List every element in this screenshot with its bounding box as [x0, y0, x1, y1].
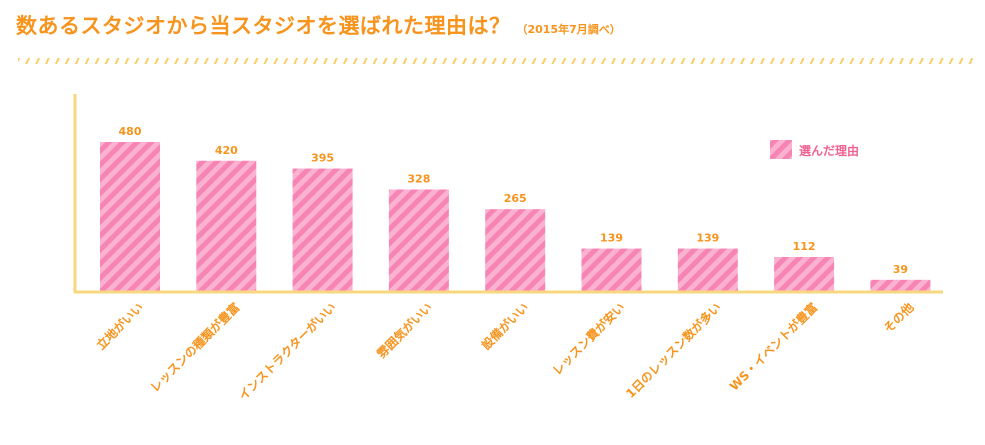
- data-label: 39: [893, 263, 908, 276]
- bar: [774, 257, 835, 292]
- data-label: 265: [504, 192, 527, 205]
- bar: [870, 279, 931, 292]
- bar: [100, 142, 160, 292]
- category-label: レッスンの種類が豊富: [147, 300, 242, 395]
- bars-group: [100, 142, 931, 292]
- category-label: 設備がいい: [478, 300, 531, 353]
- data-label: 139: [600, 232, 623, 245]
- chart-title: 数あるスタジオから当スタジオを選ばれた理由は？: [16, 14, 511, 38]
- chart-subtitle: （2015年7月調べ）: [516, 23, 621, 36]
- bar: [388, 189, 449, 292]
- category-label: 雰囲気がいい: [373, 300, 435, 362]
- bar: [292, 168, 353, 292]
- legend-label: 選んだ理由: [799, 143, 859, 158]
- data-label: 328: [407, 173, 430, 186]
- category-label: 立地がいい: [93, 300, 146, 353]
- category-label: 1日のレッスン数が多い: [623, 300, 724, 401]
- data-label: 112: [793, 240, 816, 253]
- category-label: その他: [880, 300, 916, 336]
- bar: [485, 209, 546, 292]
- data-label: 480: [119, 125, 142, 138]
- bar: [581, 248, 642, 292]
- data-label: 139: [696, 232, 719, 245]
- data-label: 395: [311, 152, 334, 165]
- category-label: WS・イベントが豊富: [726, 300, 820, 394]
- bar: [196, 160, 257, 292]
- bar: [677, 248, 738, 292]
- category-label: インストラクターがいい: [235, 300, 338, 403]
- legend-swatch: [770, 140, 792, 159]
- data-label: 420: [215, 144, 238, 157]
- chart-title-row: 数あるスタジオから当スタジオを選ばれた理由は？ （2015年7月調べ）: [16, 10, 621, 40]
- title-divider: [18, 58, 973, 64]
- category-label: レッスン費が安い: [549, 300, 627, 378]
- legend: 選んだ理由: [770, 140, 859, 159]
